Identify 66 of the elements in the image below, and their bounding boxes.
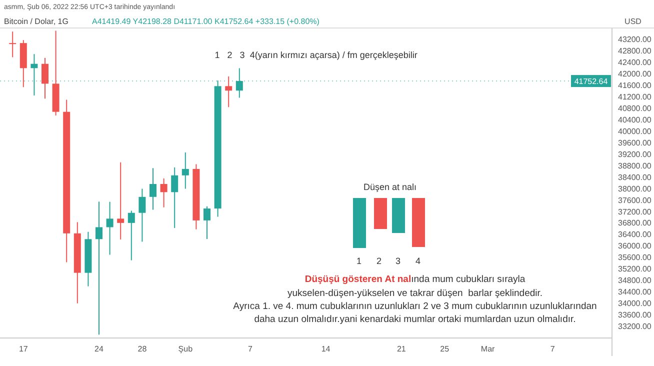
y-tick-label: 37600.00 [618, 196, 652, 205]
x-tick-label: Mar [480, 344, 496, 354]
annotation: yukselen-düşen-yükselen ve takrar düşen barlar şeklindedir. [287, 288, 543, 299]
chart-subtitle: A41419.49 Y42198.28 D41171.00 K41752.64 +333.15 (+0.80%) [92, 17, 320, 26]
candlestick [128, 210, 135, 261]
annotation: ında mum cubukları sırayla [411, 274, 526, 285]
y-tick-label: 35200.00 [618, 264, 652, 274]
annotation: Düşüşü gösteren At nal [304, 274, 412, 285]
y-tick-label: 33200.00 [618, 322, 652, 332]
y-tick-label: 43200.00 [618, 35, 652, 44]
y-tick-label: 38800.00 [618, 161, 652, 170]
x-tick-label: 25 [440, 344, 450, 354]
candlestick [150, 168, 156, 210]
x-tick-label: 14 [321, 344, 331, 354]
candlestick [106, 201, 114, 256]
x-tick-label: 17 [18, 344, 28, 354]
annotation: 1 [356, 256, 362, 266]
y-tick-label: 34000.00 [618, 299, 652, 308]
x-tick-label: 21 [396, 344, 406, 354]
y-tick-label: 40800.00 [618, 104, 652, 113]
x-tick-label: 28 [138, 344, 148, 354]
annotation: Düşen at nalı [363, 182, 417, 192]
annotation: daha uzun olmalıdır.yani kenardaki mumlar ortaki mumlardan uzun olmalıdır. [254, 314, 576, 325]
y-tick-label: 41600.00 [618, 80, 652, 90]
y-tick-label: 42000.00 [618, 69, 652, 78]
candlestick [160, 178, 168, 208]
y-axis-title: USD [624, 17, 642, 26]
y-tick-label: 36800.00 [618, 218, 652, 228]
y-tick-label: 34400.00 [618, 288, 652, 297]
y-tick-label: 36400.00 [618, 230, 652, 240]
y-tick-label: 36000.00 [618, 242, 652, 251]
x-tick-label: Şub [178, 344, 194, 354]
candlestick [182, 152, 189, 190]
candlestick [117, 162, 124, 240]
annotation: 3 [395, 256, 401, 266]
y-tick-label: 39200.00 [618, 150, 652, 159]
y-tick-label: 33600.00 [618, 310, 652, 320]
x-tick-label: 7 [550, 344, 556, 354]
ref-line-label: 41752.64 [574, 77, 608, 86]
candlestick [204, 206, 210, 240]
x-tick-label: 24 [94, 344, 104, 354]
annotation: 1 2 3 4(yarın kırmızı açarsa) / fm gerçekleşebilir [214, 50, 418, 60]
y-tick-label: 38400.00 [618, 172, 652, 182]
y-tick-label: 35600.00 [618, 253, 652, 262]
y-tick-label: 42800.00 [618, 46, 652, 56]
candlestick [225, 76, 232, 108]
y-tick-label: 37200.00 [618, 207, 652, 216]
candlestick [42, 57, 48, 100]
candlestick [236, 68, 243, 98]
y-tick-label: 42400.00 [618, 58, 652, 68]
y-tick-label: 40400.00 [618, 115, 652, 124]
chart-title: Bitcoin / Dolar, 1G [4, 17, 68, 26]
y-tick-label: 39600.00 [618, 138, 652, 148]
y-tick-label: 34800.00 [618, 276, 652, 286]
candlestick [30, 54, 38, 96]
candlestick [171, 166, 178, 229]
y-tick-label: 41200.00 [618, 92, 652, 102]
candlestick [138, 188, 146, 242]
y-tick-label: 38000.00 [618, 184, 652, 194]
annotation: 2 [376, 256, 382, 266]
candlestick [96, 201, 102, 336]
x-tick-label: 7 [248, 344, 253, 354]
candlestick [9, 31, 16, 58]
annotation: Ayrıca 1. ve 4. mum cubuklarının uzunlukları 2 ve 3 mum cubuklarının uzunluklarından [233, 301, 597, 312]
y-tick-label: 40000.00 [618, 126, 652, 136]
annotation: 4 [415, 256, 421, 266]
